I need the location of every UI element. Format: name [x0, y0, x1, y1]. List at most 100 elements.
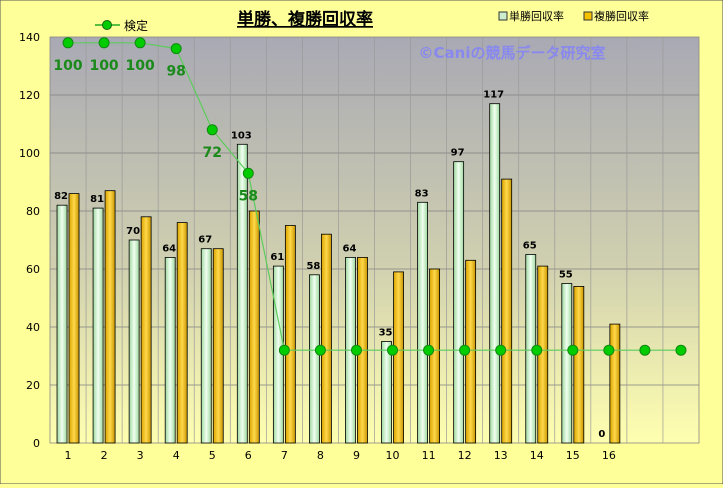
- legend-swatch-0: [498, 11, 508, 21]
- bar-value-label: 58: [306, 261, 320, 272]
- bar-fukusho: [212, 248, 224, 444]
- x-tick-label: 8: [317, 449, 324, 462]
- line-value-label: 72: [203, 145, 222, 161]
- y-tick-label: 140: [19, 31, 40, 44]
- bar-tansho: [236, 143, 248, 444]
- x-tick-label: 9: [353, 449, 360, 462]
- x-tick-label: 3: [137, 449, 144, 462]
- bar-tansho: [128, 239, 140, 444]
- bar-fukusho: [176, 222, 188, 444]
- x-tick-label: 5: [209, 449, 216, 462]
- bar-fukusho: [104, 190, 116, 444]
- bar-fukusho: [609, 323, 621, 444]
- bar-value-label: 67: [198, 235, 212, 246]
- bar-tansho: [417, 201, 428, 444]
- legend-line-marker: [102, 20, 112, 30]
- line-point: [459, 344, 471, 356]
- line-value-label: 98: [166, 64, 185, 80]
- legend-line-label: 検定: [124, 18, 148, 33]
- bar-value-label: 117: [483, 90, 504, 101]
- line-value-label: 100: [89, 58, 118, 74]
- line-value-label: 100: [53, 58, 82, 74]
- bar-fukusho: [393, 271, 404, 444]
- x-tick-label: 16: [602, 449, 616, 462]
- bar-tansho: [92, 207, 104, 444]
- bar-value-label: 97: [451, 148, 465, 159]
- x-tick-label: 2: [101, 449, 108, 462]
- bar-fukusho: [140, 216, 152, 444]
- line-point: [675, 344, 687, 356]
- y-tick-label: 60: [26, 263, 40, 276]
- line-point: [170, 43, 182, 55]
- line-point: [531, 344, 543, 356]
- bar-fukusho: [284, 225, 296, 444]
- line-path: [68, 42, 681, 351]
- x-tick-label: 12: [458, 449, 472, 462]
- bar-tansho: [453, 161, 465, 444]
- y-tick-label: 80: [26, 205, 40, 218]
- bar-fukusho: [429, 268, 440, 444]
- bar-tansho: [561, 283, 573, 444]
- x-tick-label: 10: [386, 449, 400, 462]
- line-value-label: 58: [239, 188, 258, 204]
- y-tick-label: 100: [19, 147, 40, 160]
- legend-label-1: 複勝回収率: [594, 9, 649, 23]
- line-point: [314, 344, 326, 356]
- line-point: [603, 344, 615, 356]
- bar-value-label: 103: [231, 130, 252, 141]
- line-point: [278, 344, 290, 356]
- bar-tansho: [489, 103, 501, 444]
- bar-fukusho: [573, 285, 585, 444]
- legend-line: 検定: [95, 18, 148, 33]
- line-point: [567, 344, 579, 356]
- bar-value-label: 81: [90, 194, 104, 205]
- bar-fukusho: [68, 193, 80, 444]
- x-tick-label: 1: [65, 449, 72, 462]
- bar-value-label: 65: [523, 241, 537, 252]
- x-tick-label: 11: [422, 449, 436, 462]
- bar-tansho: [200, 248, 212, 444]
- bar-fukusho: [248, 210, 260, 444]
- y-tick-label: 0: [33, 437, 40, 450]
- x-tick-label: 4: [173, 449, 180, 462]
- bar-fukusho: [501, 178, 513, 444]
- chart-title: 単勝、複勝回収率: [237, 9, 373, 30]
- bar-value-label: 82: [54, 191, 68, 202]
- line-point: [350, 344, 362, 356]
- line-point: [495, 344, 507, 356]
- x-tick-label: 6: [245, 449, 252, 462]
- line-point: [98, 37, 110, 49]
- legend-swatch-1: [583, 11, 593, 21]
- legend-label-0: 単勝回収率: [509, 9, 564, 23]
- x-tick-label: 15: [566, 449, 580, 462]
- y-tick-label: 120: [19, 89, 40, 102]
- legend-bars: 単勝回収率 複勝回収率: [498, 9, 649, 23]
- line-point: [639, 344, 651, 356]
- bar-value-label: 0: [598, 429, 605, 440]
- line-point: [206, 124, 218, 136]
- line-value-label: 100: [126, 58, 155, 74]
- bar-tansho: [164, 256, 176, 444]
- line-point: [387, 344, 399, 356]
- watermark: ©Caniの競馬データ研究室: [419, 44, 606, 62]
- bar-value-label: 55: [559, 270, 573, 281]
- bar-value-label: 64: [162, 243, 176, 254]
- bar-value-label: 35: [379, 328, 393, 339]
- line-point: [62, 37, 74, 49]
- y-tick-label: 40: [26, 321, 40, 334]
- bar-tansho: [309, 274, 320, 444]
- bar-value-label: 61: [270, 252, 284, 263]
- line-point: [242, 167, 254, 179]
- x-tick-label: 7: [281, 449, 288, 462]
- line-point: [134, 37, 146, 49]
- line-point: [423, 344, 435, 356]
- y-tick-label: 20: [26, 379, 40, 392]
- bar-tansho: [56, 204, 68, 444]
- x-tick-label: 14: [530, 449, 544, 462]
- bar-value-label: 64: [343, 243, 357, 254]
- bar-tansho: [381, 341, 392, 444]
- line-layer: 100 100 100 98 72 58: [53, 37, 687, 356]
